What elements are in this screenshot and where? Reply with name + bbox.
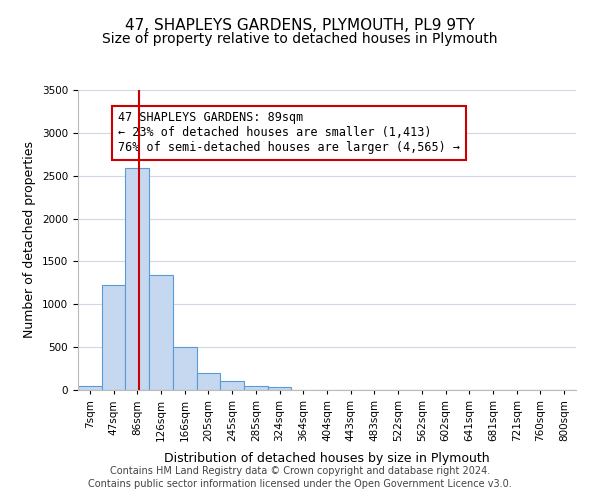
Bar bbox=[197, 373, 220, 390]
Bar bbox=[125, 168, 149, 390]
Text: 47, SHAPLEYS GARDENS, PLYMOUTH, PL9 9TY: 47, SHAPLEYS GARDENS, PLYMOUTH, PL9 9TY bbox=[125, 18, 475, 32]
Text: Contains public sector information licensed under the Open Government Licence v3: Contains public sector information licen… bbox=[88, 479, 512, 489]
Text: Contains HM Land Registry data © Crown copyright and database right 2024.: Contains HM Land Registry data © Crown c… bbox=[110, 466, 490, 476]
X-axis label: Distribution of detached houses by size in Plymouth: Distribution of detached houses by size … bbox=[164, 452, 490, 466]
Bar bbox=[268, 386, 292, 390]
Bar bbox=[173, 347, 197, 390]
Bar bbox=[102, 284, 125, 390]
Text: Size of property relative to detached houses in Plymouth: Size of property relative to detached ho… bbox=[102, 32, 498, 46]
Y-axis label: Number of detached properties: Number of detached properties bbox=[23, 142, 37, 338]
Bar bbox=[244, 386, 268, 390]
Bar bbox=[78, 386, 102, 390]
Text: 47 SHAPLEYS GARDENS: 89sqm
← 23% of detached houses are smaller (1,413)
76% of s: 47 SHAPLEYS GARDENS: 89sqm ← 23% of deta… bbox=[118, 112, 460, 154]
Bar bbox=[149, 275, 173, 390]
Bar bbox=[220, 381, 244, 390]
